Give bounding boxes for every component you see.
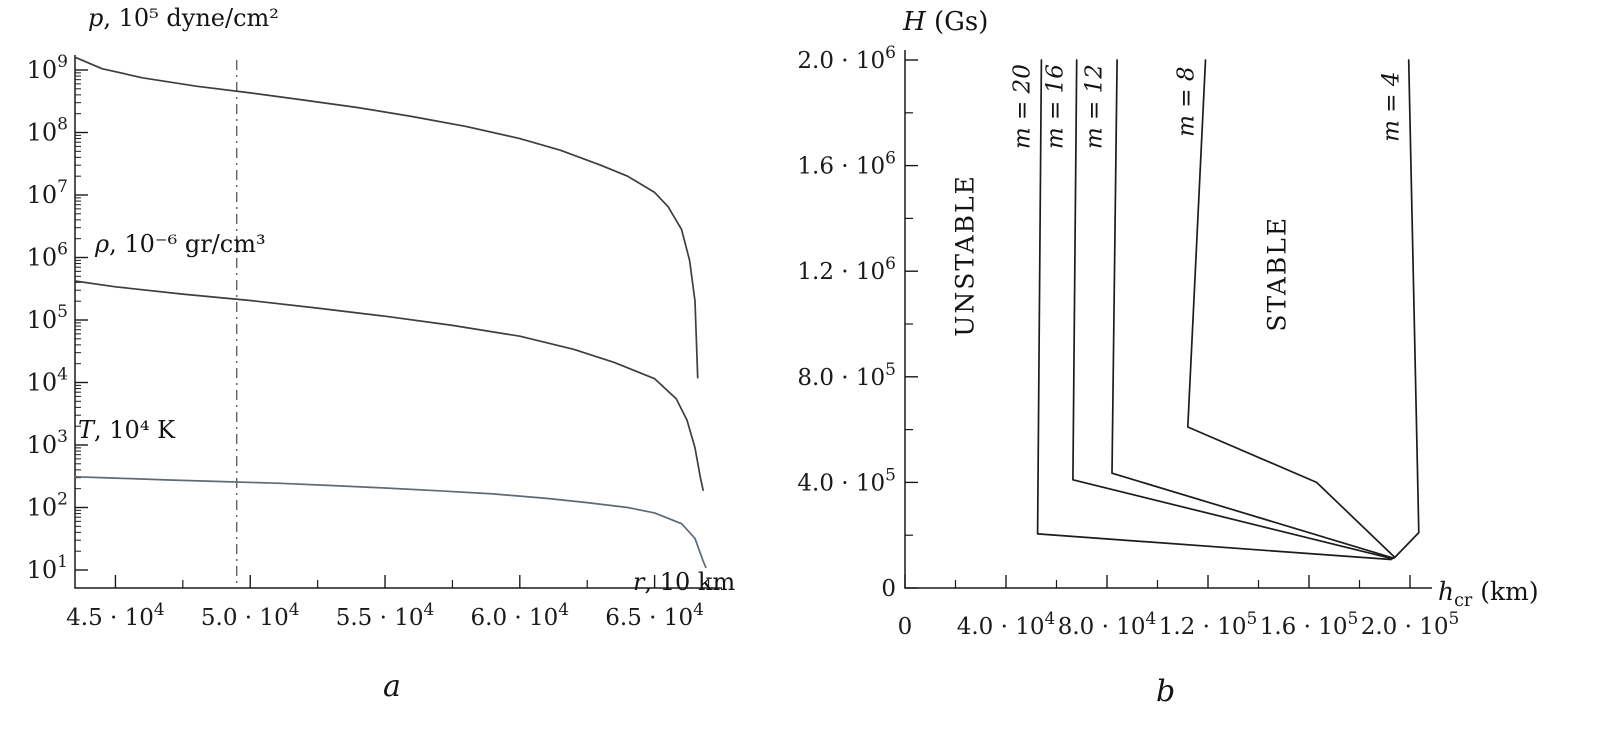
svg-text:106: 106 xyxy=(27,240,68,272)
svg-text:1.2 · 105: 1.2 · 105 xyxy=(1159,609,1258,640)
pressure-curve-label: p, 10⁵ dyne/cm² xyxy=(88,5,279,31)
temperature-units: , 10⁴ K xyxy=(94,416,175,444)
svg-text:2.0 · 105: 2.0 · 105 xyxy=(1361,609,1460,640)
svg-text:1.6 · 106: 1.6 · 106 xyxy=(797,149,896,180)
svg-text:4.0 · 105: 4.0 · 105 xyxy=(797,465,896,496)
hcr-subscript: cr xyxy=(1454,591,1473,611)
density-curve-label: ρ, 10⁻⁶ gr/cm³ xyxy=(95,231,266,257)
field-units: (Gs) xyxy=(925,7,989,37)
unstable-region-label: UNSTABLE xyxy=(950,174,980,337)
svg-text:103: 103 xyxy=(27,427,68,459)
m8-curve-label: m = 8 xyxy=(1173,66,1200,137)
svg-text:105: 105 xyxy=(27,302,68,334)
svg-text:8.0 · 104: 8.0 · 104 xyxy=(1058,609,1157,640)
svg-text:2.0 · 106: 2.0 · 106 xyxy=(797,43,896,74)
svg-text:4.5 · 104: 4.5 · 104 xyxy=(66,600,165,631)
m4-curve-label: m = 4 xyxy=(1378,71,1405,142)
pressure-units: , 10⁵ dyne/cm² xyxy=(103,4,279,32)
radius-symbol: r xyxy=(633,568,645,596)
svg-text:108: 108 xyxy=(27,115,68,147)
svg-text:0: 0 xyxy=(898,614,913,640)
temperature-symbol: T xyxy=(78,416,95,444)
stable-region-label: STABLE xyxy=(1262,215,1292,332)
svg-text:1.2 · 106: 1.2 · 106 xyxy=(797,254,896,285)
panel-b-y-axis-label: H (Gs) xyxy=(903,8,988,37)
svg-text:101: 101 xyxy=(27,552,68,584)
svg-text:6.0 · 104: 6.0 · 104 xyxy=(471,600,570,631)
pressure-symbol: p xyxy=(88,4,104,32)
svg-text:6.5 · 104: 6.5 · 104 xyxy=(605,600,704,631)
radius-units: , 10 km xyxy=(644,568,736,596)
temperature-curve-label: T, 10⁴ K xyxy=(78,417,175,443)
m12-curve-label: m = 12 xyxy=(1081,64,1108,150)
density-symbol: ρ xyxy=(95,230,110,258)
svg-text:5.5 · 104: 5.5 · 104 xyxy=(336,600,435,631)
field-symbol: H xyxy=(903,7,926,37)
svg-text:104: 104 xyxy=(27,365,68,397)
svg-text:1.6 · 105: 1.6 · 105 xyxy=(1260,609,1359,640)
svg-text:102: 102 xyxy=(27,490,68,522)
panel-a-chart: 4.5 · 104 5.0 · 104 5.5 · 104 6.0 · 104 6.5 … xyxy=(27,52,722,631)
m16-curve-label: m = 16 xyxy=(1042,64,1069,150)
panel-b-x-axis-label: hcr (km) xyxy=(1438,578,1539,611)
hcr-units: (km) xyxy=(1472,577,1539,606)
svg-text:0: 0 xyxy=(881,576,896,602)
panel-b-caption: b xyxy=(1156,674,1176,709)
svg-text:109: 109 xyxy=(27,52,68,84)
panel-b-chart: 0 4.0 · 104 8.0 · 104 1.2 · 105 1.6 · 105 2.0… xyxy=(797,43,1460,640)
panel-a-x-axis-label: r, 10 km xyxy=(633,569,735,595)
svg-text:8.0 · 105: 8.0 · 105 xyxy=(797,360,896,391)
hcr-symbol: h xyxy=(1438,577,1455,606)
svg-text:5.0 · 104: 5.0 · 104 xyxy=(201,600,300,631)
density-units: , 10⁻⁶ gr/cm³ xyxy=(109,230,266,258)
svg-text:107: 107 xyxy=(27,177,68,209)
m20-curve-label: m = 20 xyxy=(1009,64,1036,150)
panel-a-caption: a xyxy=(383,669,401,704)
svg-text:4.0 · 104: 4.0 · 104 xyxy=(957,609,1056,640)
